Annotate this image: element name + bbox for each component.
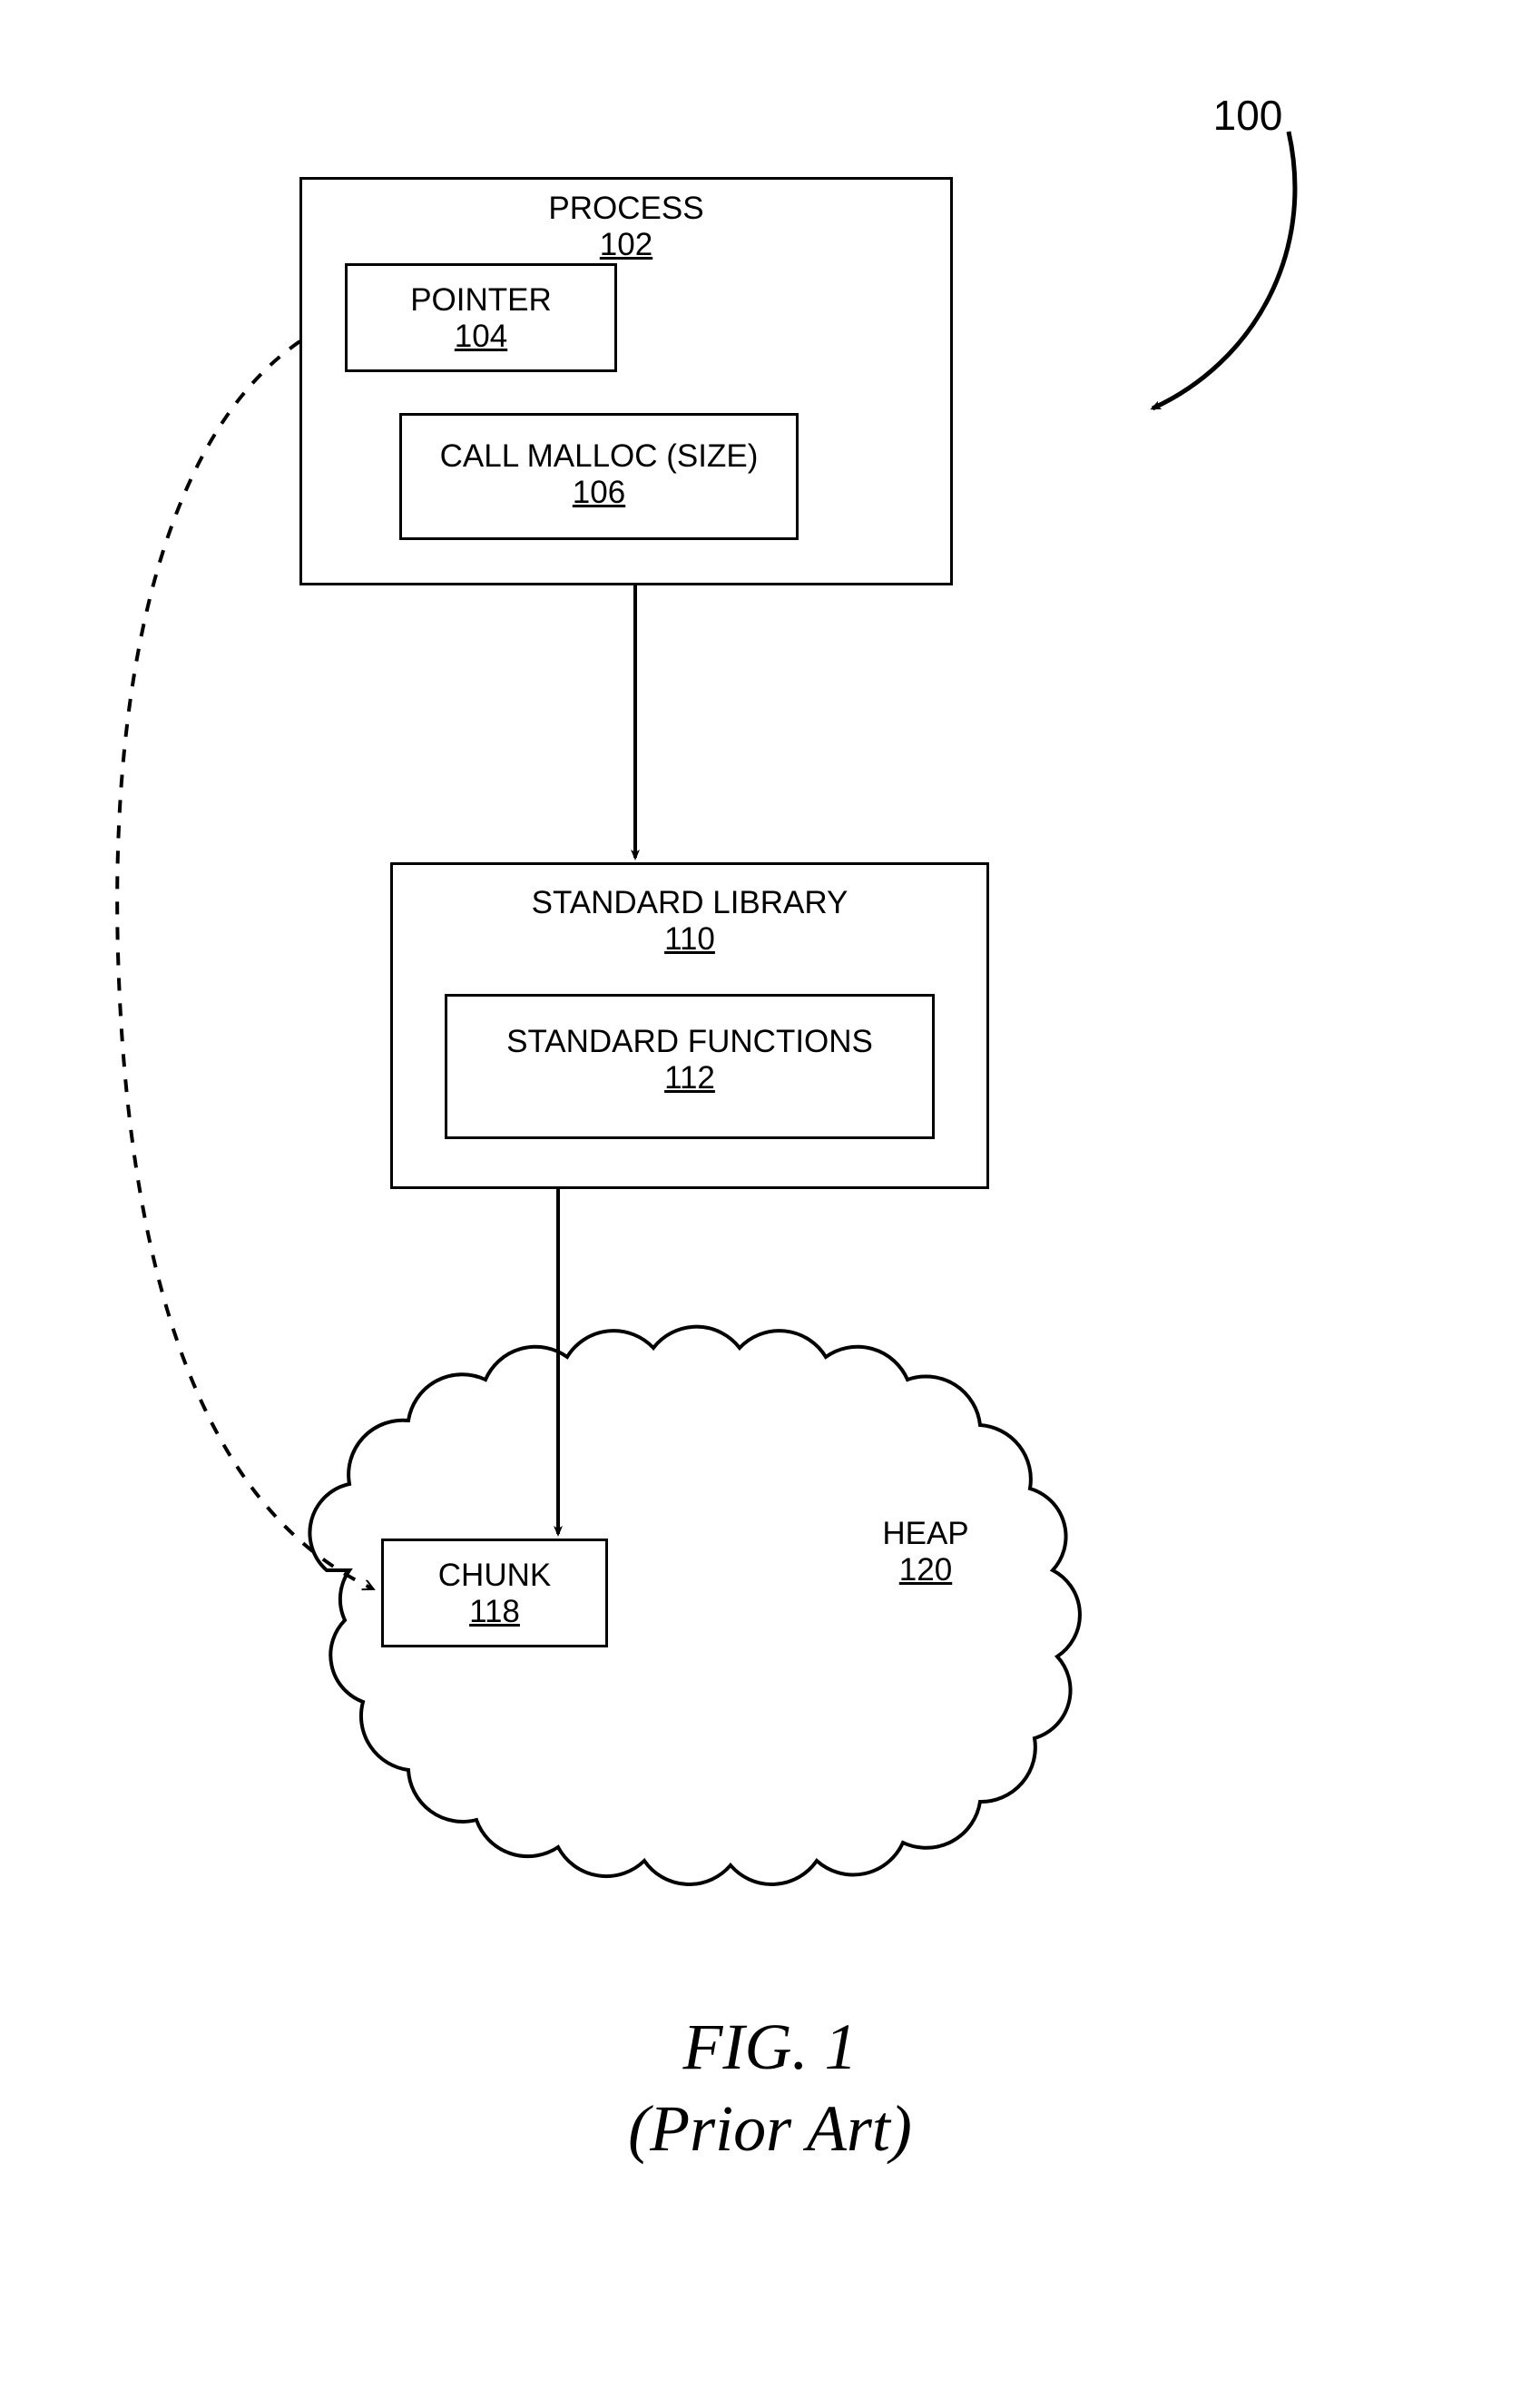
caption-line2: (Prior Art): [0, 2088, 1540, 2169]
heap-title: HEAP: [835, 1516, 1016, 1552]
pointer-box: POINTER 104: [345, 263, 617, 372]
chunk-title: CHUNK: [384, 1558, 605, 1594]
func-title: STANDARD FUNCTIONS: [447, 1024, 932, 1060]
lib-num: 110: [664, 921, 715, 958]
process-num: 102: [600, 227, 652, 263]
heap-num: 120: [899, 1552, 952, 1588]
heap-label: HEAP 120: [835, 1516, 1016, 1588]
figure-caption: FIG. 1 (Prior Art): [0, 2006, 1540, 2169]
process-title: PROCESS: [299, 191, 953, 227]
fig-number-arrow: [1153, 132, 1295, 408]
figure-number: 100: [1180, 91, 1316, 140]
chunk-num: 118: [469, 1594, 520, 1630]
caption-line1: FIG. 1: [0, 2006, 1540, 2088]
call-title: CALL MALLOC (SIZE): [402, 438, 796, 475]
lib-title: STANDARD LIBRARY: [390, 885, 989, 921]
process-label: PROCESS 102: [299, 191, 953, 263]
pointer-title: POINTER: [348, 282, 614, 319]
pointer-num: 104: [455, 319, 507, 355]
call-box: CALL MALLOC (SIZE) 106: [399, 413, 799, 540]
call-num: 106: [573, 475, 625, 511]
func-box: STANDARD FUNCTIONS 112: [445, 994, 935, 1139]
figure-number-text: 100: [1213, 92, 1283, 139]
lib-label: STANDARD LIBRARY 110: [390, 885, 989, 958]
chunk-box: CHUNK 118: [381, 1539, 608, 1647]
func-num: 112: [664, 1060, 715, 1096]
